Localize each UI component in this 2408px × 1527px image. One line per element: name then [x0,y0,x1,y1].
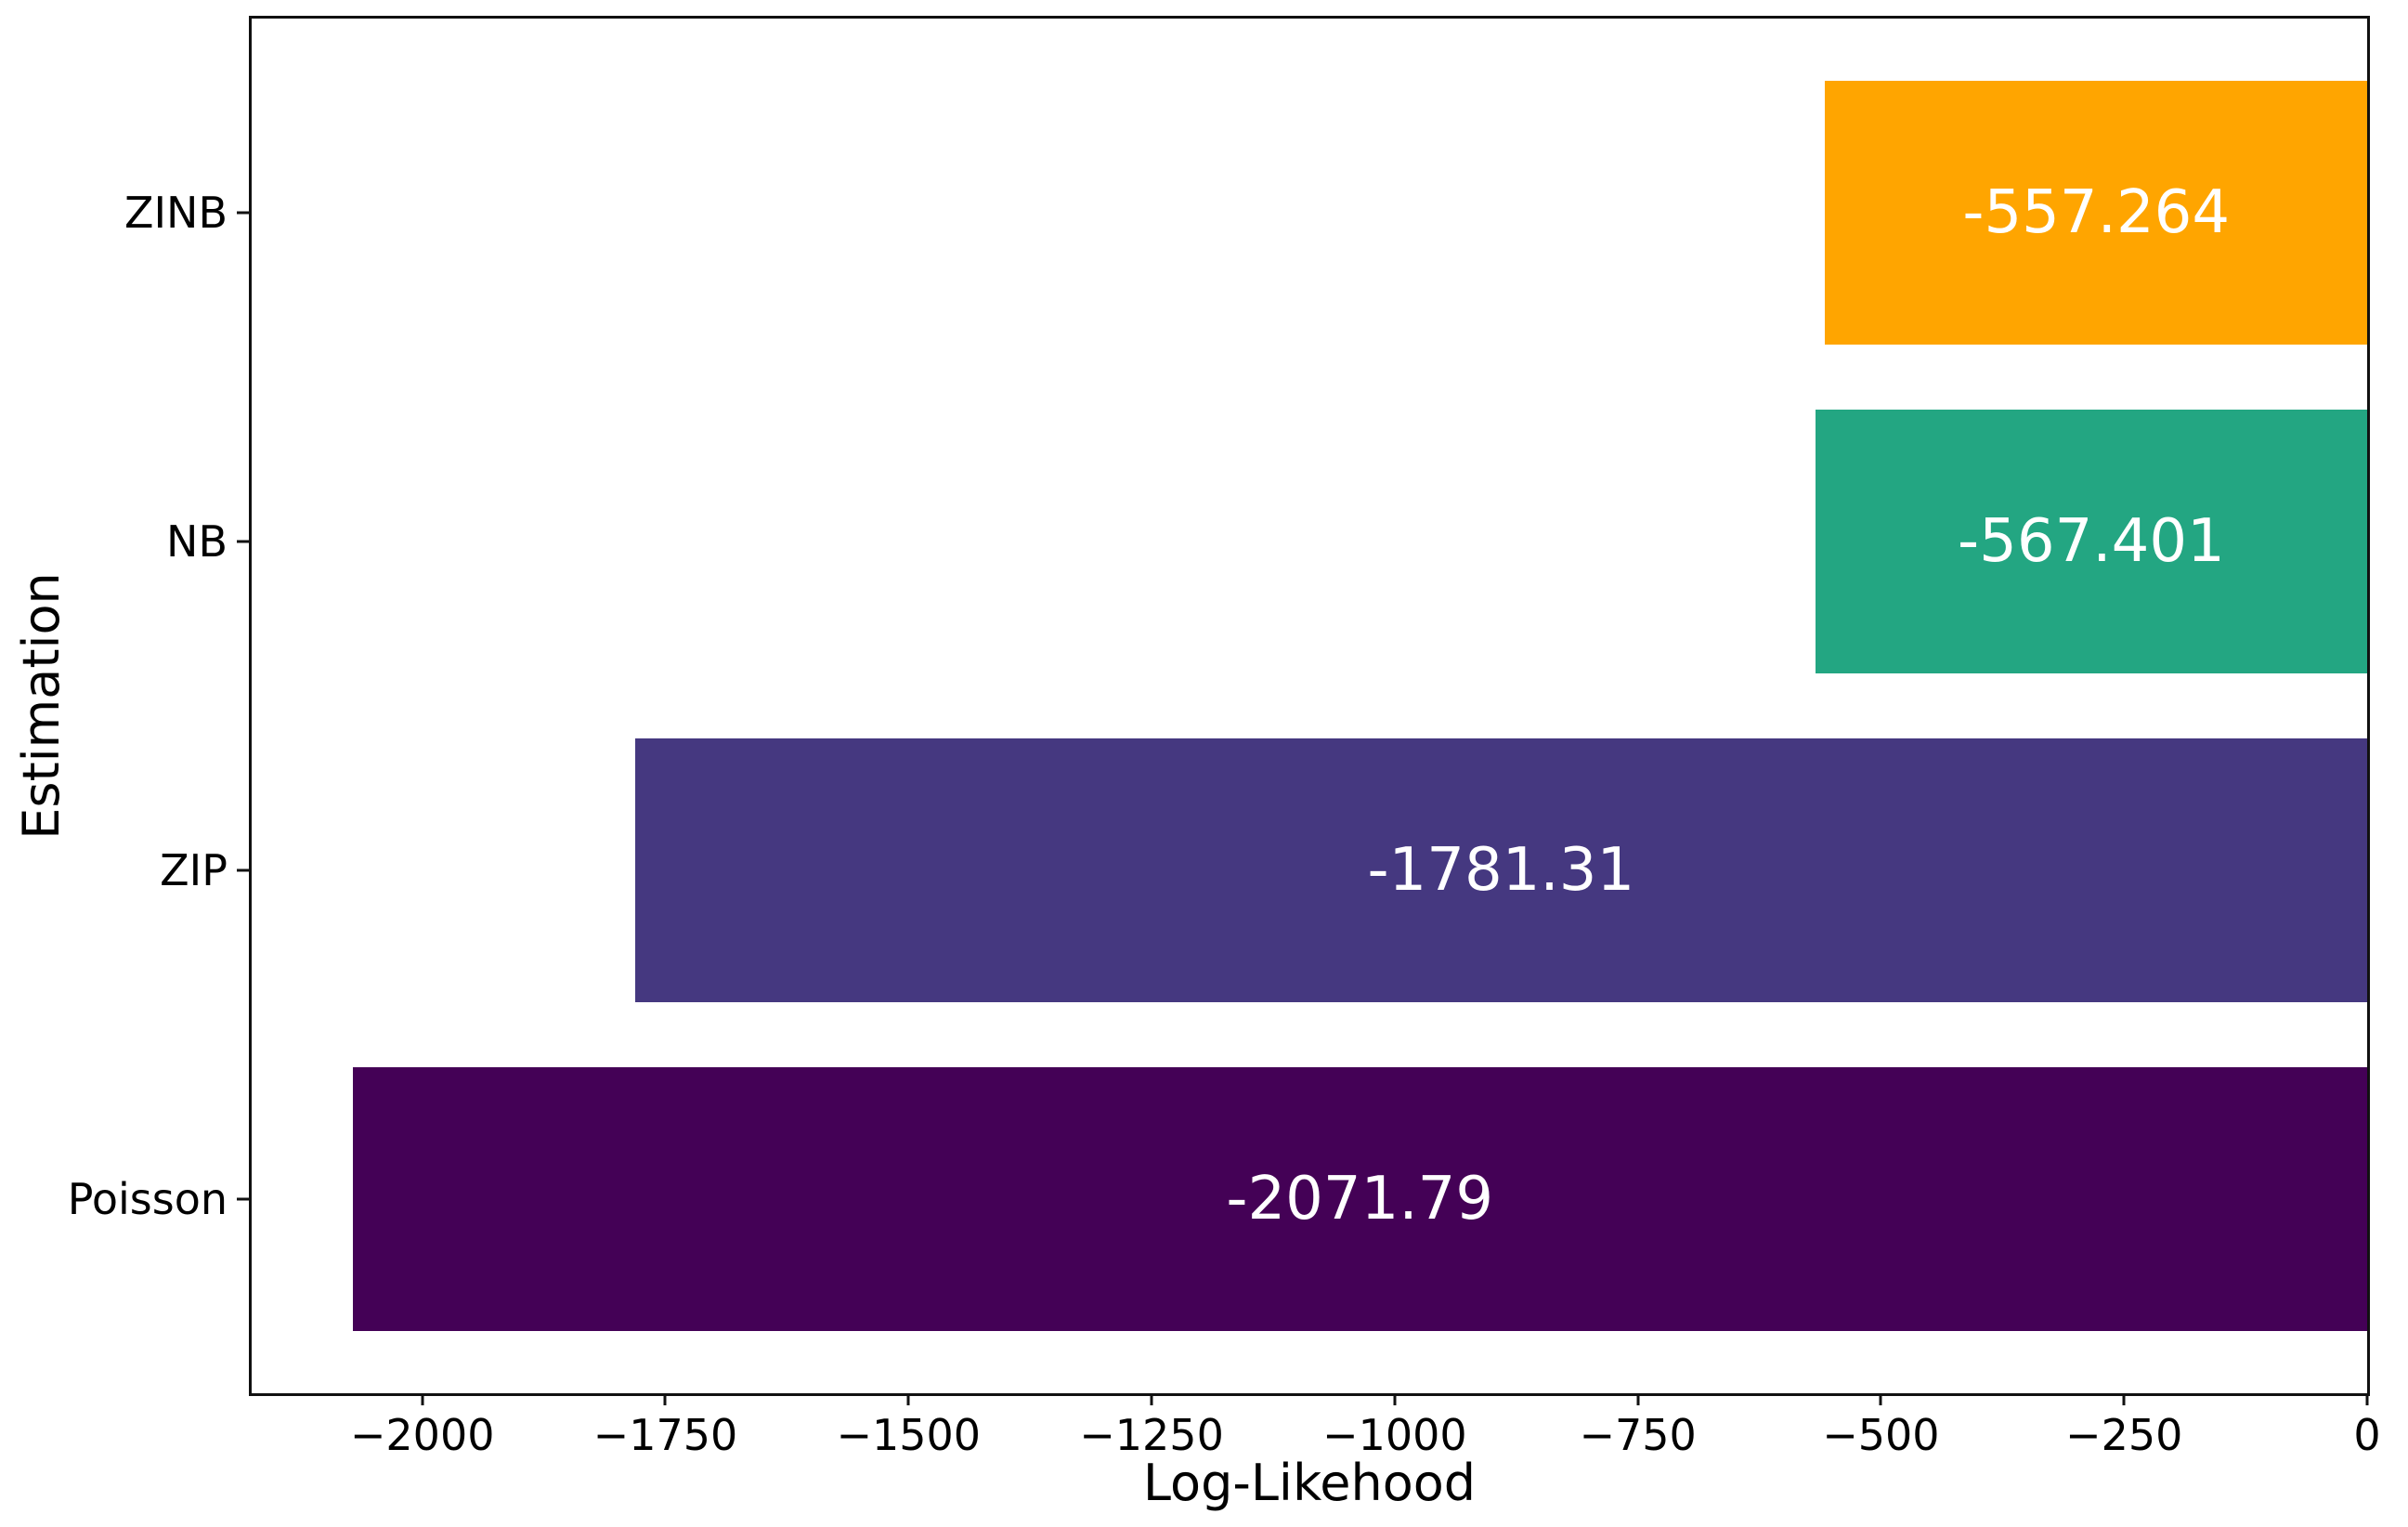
x-axis-label: Log-Likehood [1142,1454,1477,1512]
bar-value-label-nb: -567.401 [1958,506,2225,576]
x-tick--750 [1636,1393,1640,1405]
plot-area: -557.264 ZINB -567.401 NB -1781.31 ZIP -2071.7… [68,16,2381,1456]
bar-value-label-zinb: -557.264 [1962,177,2231,247]
x-tick--250 [2122,1393,2126,1405]
x-tick-label--500: −500 [1822,1410,1940,1460]
x-tick--500 [1879,1393,1882,1405]
x-tick-label--1000: −1000 [1322,1410,1467,1460]
x-tick-label-0: 0 [2353,1410,2381,1460]
x-tick--1250 [1150,1393,1153,1405]
x-tick-label--1250: −1250 [1079,1410,1224,1460]
y-tick-poisson [237,1197,249,1201]
x-tick-label--750: −750 [1579,1410,1697,1460]
bar-nb [1815,410,2367,673]
x-tick-label--250: −250 [2065,1410,2183,1460]
x-tick--2000 [421,1393,424,1405]
x-tick--1000 [1393,1393,1397,1405]
x-tick--1750 [663,1393,667,1405]
y-tick-label-nb: NB [166,516,228,567]
x-tick--1500 [906,1393,910,1405]
y-tick-label-zip: ZIP [160,845,228,896]
x-tick-label--2000: −2000 [349,1410,495,1460]
bar-zinb [1825,81,2367,345]
y-tick-label-zinb: ZINB [124,187,228,238]
y-tick-zinb [237,211,249,215]
y-tick-zip [237,868,249,872]
x-tick-label--1500: −1500 [836,1410,982,1460]
bar-zip [634,738,2367,1002]
x-tick-label--1750: −1750 [592,1410,738,1460]
x-tick-0 [2365,1393,2369,1405]
bar-value-label-poisson: -2071.79 [1226,1165,1494,1234]
bar-value-label-zip: -1781.31 [1367,836,1635,906]
bar-poisson [352,1067,2367,1331]
y-tick-nb [237,540,249,543]
y-axis-label: Estimation [12,572,71,840]
y-tick-label-poisson: Poisson [67,1174,228,1225]
